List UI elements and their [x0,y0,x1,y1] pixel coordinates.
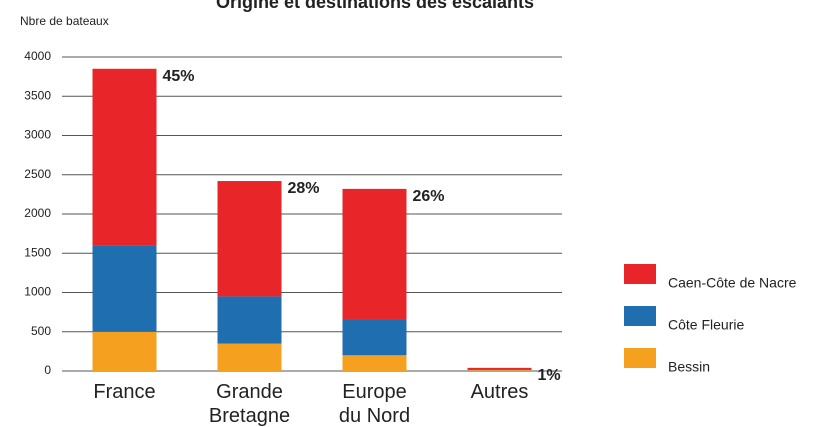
bar-segment [467,369,532,371]
bar-segment [92,331,157,371]
total-label: 45% [163,68,195,85]
total-label: 26% [413,188,445,205]
x-tick-label: Grande Bretagne [209,381,290,427]
legend-label: Caen-Côte de Nacre [668,275,797,291]
total-label: 1% [538,367,561,384]
legend-swatch [624,264,656,284]
legend-swatch [624,348,656,368]
bar-segment [217,343,282,371]
y-tick-label: 2500 [24,167,51,181]
y-tick-label: 500 [31,324,51,338]
bar-segment [467,370,532,371]
bar-segment [217,296,282,344]
y-tick-label: 0 [44,363,51,377]
bar-segment [92,68,157,246]
x-tick-label: Autres [471,381,529,403]
bar-segment [92,245,157,332]
bar-segment [342,319,407,356]
y-tick-label: 3000 [24,128,51,142]
bar-segment [217,181,282,297]
y-tick-label: 3500 [24,88,51,102]
chart-title: Origine et destinations des escalants [216,0,534,12]
bar-segment [342,355,407,371]
y-axis-label: Nbre de bateaux [20,14,109,28]
y-tick-label: 1500 [24,245,51,259]
x-tick-label: France [93,381,155,403]
legend-swatch [624,306,656,326]
x-tick-label: Europe du Nord [339,381,410,427]
y-tick-label: 1000 [24,285,51,299]
total-label: 28% [288,180,320,197]
legend-label: Bessin [668,359,710,375]
legend-label: Côte Fleurie [668,317,744,333]
bar-segment [342,188,407,320]
y-tick-label: 4000 [24,49,51,63]
y-tick-label: 2000 [24,206,51,220]
bar-segment [467,367,532,370]
